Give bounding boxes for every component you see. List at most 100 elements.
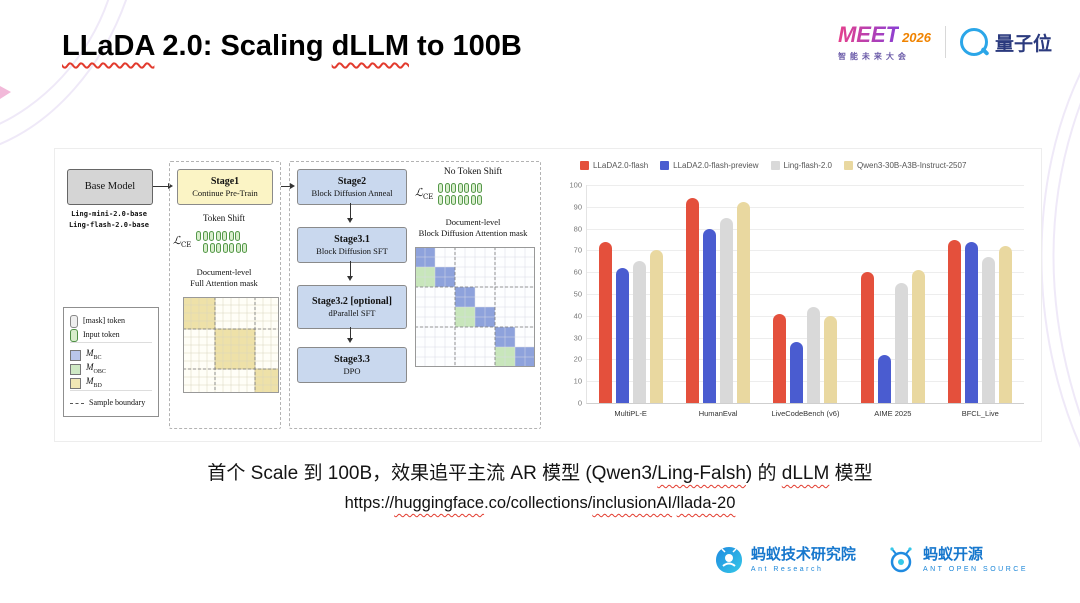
gridline — [587, 337, 1024, 339]
gridline — [587, 359, 1024, 361]
y-axis-tick-label: 40 — [573, 311, 582, 321]
gridline — [587, 250, 1024, 252]
bar — [773, 313, 787, 403]
y-axis-tick-label: 60 — [573, 267, 582, 277]
bottom-logos: 蚂蚁技术研究院 Ant Research 蚂蚁开源 ANT OPEN SOURC… — [714, 545, 1028, 575]
gridline — [587, 381, 1024, 383]
bar — [999, 246, 1013, 403]
ant-research-cn: 蚂蚁技术研究院 — [750, 546, 856, 564]
bar — [824, 315, 838, 403]
stage1-loss-tokens: ℒCE — [173, 231, 248, 253]
bar-group: BFCL_Live — [948, 239, 1013, 418]
input-token-pill — [470, 195, 476, 205]
bar — [948, 239, 962, 403]
y-axis-tick-label: 80 — [573, 224, 582, 234]
header-logos: MEET 2026 智能未来大会 量子位 — [838, 22, 1052, 62]
ant-open-source-logo: 蚂蚁开源 ANT OPEN SOURCE — [886, 545, 1028, 575]
y-axis-tick-label: 0 — [577, 398, 582, 408]
input-token-pill — [235, 231, 241, 241]
meet-2026-logo: MEET 2026 智能未来大会 — [838, 22, 931, 62]
training-pipeline-diagram: Base Model Ling-mini-2.0-base Ling-flash… — [61, 155, 543, 433]
bar — [632, 261, 646, 403]
chart-legend-label: LLaDA2.0-flash — [593, 161, 649, 170]
bar-group: HumanEval — [686, 198, 751, 418]
legend-item-m-bd: MBD — [70, 376, 152, 390]
input-token-swatch — [70, 328, 78, 342]
loss-ce-label: ℒCE — [173, 234, 192, 250]
token-shift-label: Token Shift — [202, 213, 246, 223]
diagram-legend-items: [mask] token Input token MBC MOBC MBD Sample … — [70, 314, 152, 410]
chart-legend-label: Qwen3-30B-A3B-Instruct-2507 — [857, 161, 967, 170]
meet-logo-subtitle: 智能未来大会 — [837, 52, 910, 61]
input-token-pill — [235, 243, 241, 253]
y-axis-tick-label: 50 — [573, 289, 582, 299]
bar — [965, 241, 979, 403]
meet-logo-year: 2026 — [902, 30, 931, 45]
legend-item-label: [mask] token — [83, 316, 125, 325]
input-token-pill — [470, 183, 476, 193]
y-axis-tick-label: 90 — [573, 202, 582, 212]
input-token-pill — [222, 231, 228, 241]
chart-legend-swatch — [580, 161, 589, 170]
gridline — [587, 228, 1024, 230]
stage2-loss-tokens: ℒCE — [415, 183, 483, 205]
input-token-pill — [215, 231, 221, 241]
input-token-pill — [457, 195, 463, 205]
page-title: LLaDA 2.0: Scaling dLLM to 100B — [62, 30, 522, 62]
bar-group-label: AIME 2025 — [874, 409, 912, 418]
chart-legend-swatch — [770, 161, 780, 170]
stage3-1-title: Stage3.1 — [334, 233, 370, 245]
input-token-pill — [464, 195, 470, 205]
y-axis-tick-label: 20 — [573, 354, 582, 364]
chart-legend-label: Ling-flash-2.0 — [783, 161, 833, 170]
loss-ce-label: ℒCE — [415, 186, 434, 202]
base-model-name: Ling-mini-2.0-base — [71, 210, 147, 218]
bar — [790, 341, 804, 403]
ant-research-en: Ant Research — [750, 565, 824, 573]
input-token-pill — [444, 183, 450, 193]
gridline — [587, 206, 1024, 208]
bar — [686, 198, 700, 403]
base-model-names: Ling-mini-2.0-base Ling-flash-2.0-base — [61, 209, 157, 230]
stage3-1-box: Stage3.1 Block Diffusion SFT — [297, 227, 407, 263]
legend-item-label: Sample boundary — [89, 398, 146, 407]
bar-group-label: HumanEval — [698, 409, 738, 418]
token-row — [438, 183, 483, 193]
y-axis-tick-label: 30 — [573, 333, 582, 343]
legend-item-label: MOBC — [86, 362, 106, 375]
stage3-1-subtitle: Block Diffusion SFT — [316, 245, 388, 256]
arrow-stage32-to-stage33 — [347, 327, 353, 343]
input-token-pill — [451, 195, 457, 205]
y-axis-tick-label: 100 — [569, 180, 582, 190]
y-axis-tick-label: 70 — [573, 245, 582, 255]
block-diffusion-mask-figure — [415, 247, 535, 367]
stage1-title: Stage1 — [210, 175, 240, 187]
m-obc-swatch — [70, 363, 81, 375]
chart-legend-swatch — [660, 161, 670, 170]
input-token-pill — [477, 195, 483, 205]
chart-legend-label: LLaDA2.0-flash-preview — [673, 161, 759, 170]
sample-boundary-swatch — [70, 402, 84, 404]
input-token-pill — [464, 183, 470, 193]
gridline — [587, 272, 1024, 274]
footer-url: https://huggingface.co/collections/inclu… — [344, 494, 736, 512]
input-token-pill — [477, 183, 483, 193]
bar — [911, 270, 925, 403]
input-token-pill — [209, 243, 215, 253]
chart-legend-item: LLaDA2.0-flash-preview — [660, 161, 759, 170]
chart-groups: MultiPL-E HumanEval LiveCodeBench (v6) AIME… — [587, 185, 1024, 418]
input-token-pill — [222, 243, 228, 253]
bar — [649, 250, 663, 403]
chart-legend-item: LLaDA2.0-flash — [580, 161, 648, 170]
input-token-pill — [451, 183, 457, 193]
bar — [703, 228, 717, 403]
stage3-2-subtitle: dParallel SFT — [328, 307, 376, 318]
ant-open-source-cn: 蚂蚁开源 — [922, 546, 983, 564]
base-model-box: Base Model — [67, 169, 153, 205]
gridline — [587, 315, 1024, 317]
benchmark-chart: LLaDA2.0-flash LLaDA2.0-flash-preview Ling… — [550, 153, 1036, 437]
input-token-pill — [216, 243, 222, 253]
chart-legend: LLaDA2.0-flash LLaDA2.0-flash-preview Ling… — [580, 161, 966, 170]
stage2-box: Stage2 Block Diffusion Anneal — [297, 169, 407, 205]
bar — [807, 307, 821, 403]
